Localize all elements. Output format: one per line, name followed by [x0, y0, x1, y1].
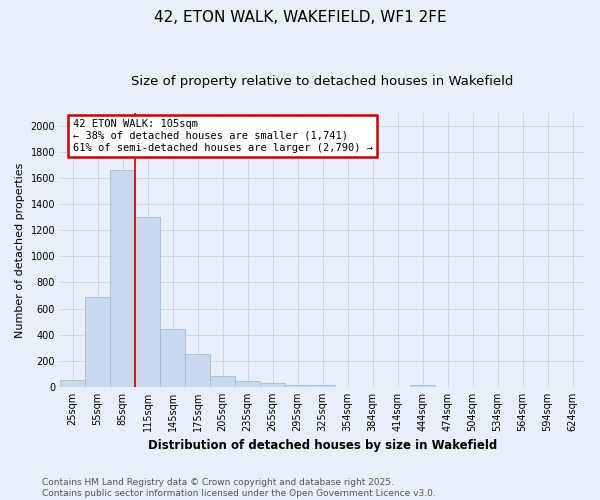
Bar [160, 330, 185, 387]
Bar [185, 354, 210, 387]
Bar [410, 384, 435, 387]
X-axis label: Distribution of detached houses by size in Wakefield: Distribution of detached houses by size … [148, 440, 497, 452]
Text: 42, ETON WALK, WAKEFIELD, WF1 2FE: 42, ETON WALK, WAKEFIELD, WF1 2FE [154, 10, 446, 25]
Text: 42 ETON WALK: 105sqm
← 38% of detached houses are smaller (1,741)
61% of semi-de: 42 ETON WALK: 105sqm ← 38% of detached h… [73, 120, 373, 152]
Bar [210, 376, 235, 387]
Bar [235, 381, 260, 387]
Bar [110, 170, 135, 387]
Bar [60, 380, 85, 387]
Bar [135, 217, 160, 387]
Text: Contains HM Land Registry data © Crown copyright and database right 2025.
Contai: Contains HM Land Registry data © Crown c… [42, 478, 436, 498]
Bar [260, 384, 285, 387]
Y-axis label: Number of detached properties: Number of detached properties [15, 162, 25, 338]
Bar [310, 385, 335, 387]
Bar [85, 297, 110, 387]
Title: Size of property relative to detached houses in Wakefield: Size of property relative to detached ho… [131, 75, 514, 88]
Bar [285, 384, 310, 387]
